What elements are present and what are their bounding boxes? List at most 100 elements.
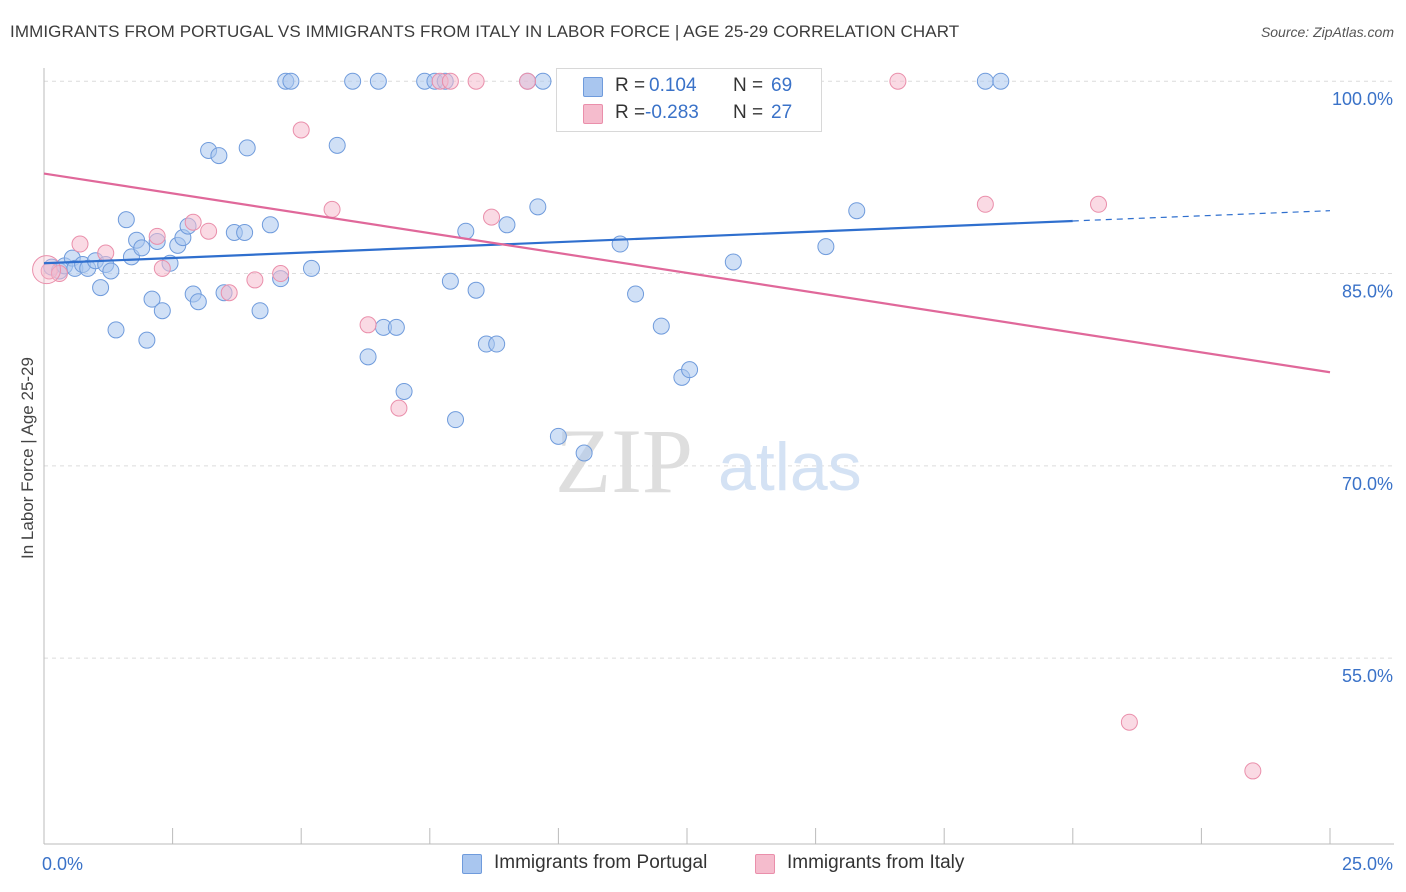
point-portugal-19 [153, 302, 171, 320]
point-italy-24 [976, 195, 994, 213]
point-italy-5 [153, 259, 171, 277]
point-italy-13 [359, 316, 377, 334]
point-portugal-69 [992, 72, 1010, 90]
points-layer [32, 72, 1262, 780]
x-tick-label: 0.0% [42, 854, 83, 874]
point-portugal-25 [189, 293, 207, 311]
legend-r-label-portugal: R = [615, 75, 646, 96]
point-portugal-30 [236, 224, 254, 242]
point-portugal-57 [534, 72, 552, 90]
y-tick-label: 100.0% [1332, 89, 1393, 109]
point-portugal-48 [441, 272, 459, 290]
point-italy-1 [50, 265, 68, 283]
point-italy-17 [467, 72, 485, 90]
point-italy-26 [1120, 713, 1138, 731]
trend-line-portugal [43, 219, 1073, 265]
watermark-zip: ZIP [555, 410, 693, 512]
grid-layer [44, 80, 1394, 659]
legend-n-label-portugal: N = [733, 75, 764, 96]
point-italy-18 [483, 208, 501, 226]
point-portugal-64 [681, 361, 699, 379]
point-italy-19 [519, 72, 537, 90]
series-swatch-italy [755, 854, 775, 874]
point-portugal-33 [261, 216, 279, 234]
point-portugal-67 [848, 202, 866, 220]
point-italy-12 [323, 200, 341, 218]
point-italy-4 [148, 227, 166, 245]
point-portugal-36 [282, 72, 300, 90]
point-portugal-16 [138, 331, 156, 349]
legend-r-label-italy: R = [615, 102, 646, 123]
point-italy-11 [292, 121, 310, 139]
point-portugal-51 [467, 281, 485, 299]
watermark-atlas: atlas [718, 429, 862, 505]
point-italy-2 [71, 235, 89, 253]
point-portugal-61 [627, 285, 645, 303]
point-portugal-49 [447, 411, 465, 429]
x-tick-label: 25.0% [1342, 854, 1393, 874]
point-portugal-32 [251, 302, 269, 320]
point-italy-6 [184, 213, 202, 231]
legend-swatch-portugal [583, 77, 603, 97]
point-italy-10 [272, 265, 290, 283]
stats-legend: R = 0.104 N = 69 R = -0.283 N = 27 [556, 68, 822, 132]
legend-n-value-portugal: 69 [771, 75, 793, 96]
point-portugal-53 [488, 335, 506, 353]
y-tick-label: 85.0% [1342, 282, 1393, 302]
point-portugal-15 [133, 239, 151, 257]
legend-row-portugal: R = 0.104 N = 69 [557, 73, 821, 99]
point-portugal-54 [498, 216, 516, 234]
point-portugal-10 [102, 262, 120, 280]
point-portugal-44 [395, 382, 413, 400]
source-label: Source: ZipAtlas.com [1260, 24, 1394, 40]
trend-line-italy [43, 172, 1331, 374]
label-layer: 100.0% 85.0% 70.0% 55.0% 0.0% 25.0% In Labor F… [18, 89, 1393, 874]
point-portugal-8 [92, 279, 110, 297]
legend-r-value-italy: -0.283 [645, 102, 699, 123]
point-italy-23 [889, 72, 907, 90]
point-portugal-65 [724, 253, 742, 271]
y-tick-label: 70.0% [1342, 474, 1393, 494]
point-portugal-38 [328, 136, 346, 154]
point-italy-8 [220, 284, 238, 302]
point-portugal-27 [210, 147, 228, 165]
axis-layer [43, 68, 1394, 845]
series-swatch-portugal [462, 854, 482, 874]
point-portugal-59 [575, 444, 593, 462]
legend-r-value-portugal: 0.104 [649, 75, 697, 96]
series-label-portugal: Immigrants from Portugal [494, 852, 708, 873]
point-portugal-17 [143, 290, 161, 308]
point-italy-9 [246, 271, 264, 289]
series-legend: Immigrants from Portugal Immigrants from… [0, 852, 1406, 878]
legend-n-label-italy: N = [733, 102, 764, 123]
point-portugal-37 [302, 259, 320, 277]
point-italy-16 [441, 72, 459, 90]
point-portugal-11 [107, 321, 125, 339]
point-cluster-origin [32, 255, 62, 285]
point-portugal-56 [529, 198, 547, 216]
point-italy-25 [1090, 195, 1108, 213]
point-italy-14 [390, 399, 408, 417]
point-italy-7 [200, 222, 218, 240]
point-portugal-66 [817, 238, 835, 256]
point-portugal-62 [652, 317, 670, 335]
trend-line-ext-portugal [1072, 210, 1331, 222]
legend-row-italy: R = -0.283 N = 27 [557, 100, 821, 126]
point-italy-3 [97, 244, 115, 262]
legend-swatch-italy [583, 104, 603, 124]
point-portugal-39 [344, 72, 362, 90]
y-tick-label: 55.0% [1342, 666, 1393, 686]
y-axis-label: In Labor Force | Age 25-29 [18, 357, 37, 559]
legend-n-value-italy: 27 [771, 102, 793, 123]
point-portugal-40 [359, 348, 377, 366]
series-label-italy: Immigrants from Italy [787, 852, 965, 873]
point-portugal-31 [238, 139, 256, 157]
chart-title: IMMIGRANTS FROM PORTUGAL VS IMMIGRANTS F… [10, 22, 960, 41]
point-portugal-68 [976, 72, 994, 90]
point-portugal-43 [387, 318, 405, 336]
point-portugal-41 [369, 72, 387, 90]
trend-layer [43, 172, 1331, 374]
point-italy-27 [1244, 762, 1262, 780]
point-portugal-58 [549, 427, 567, 445]
